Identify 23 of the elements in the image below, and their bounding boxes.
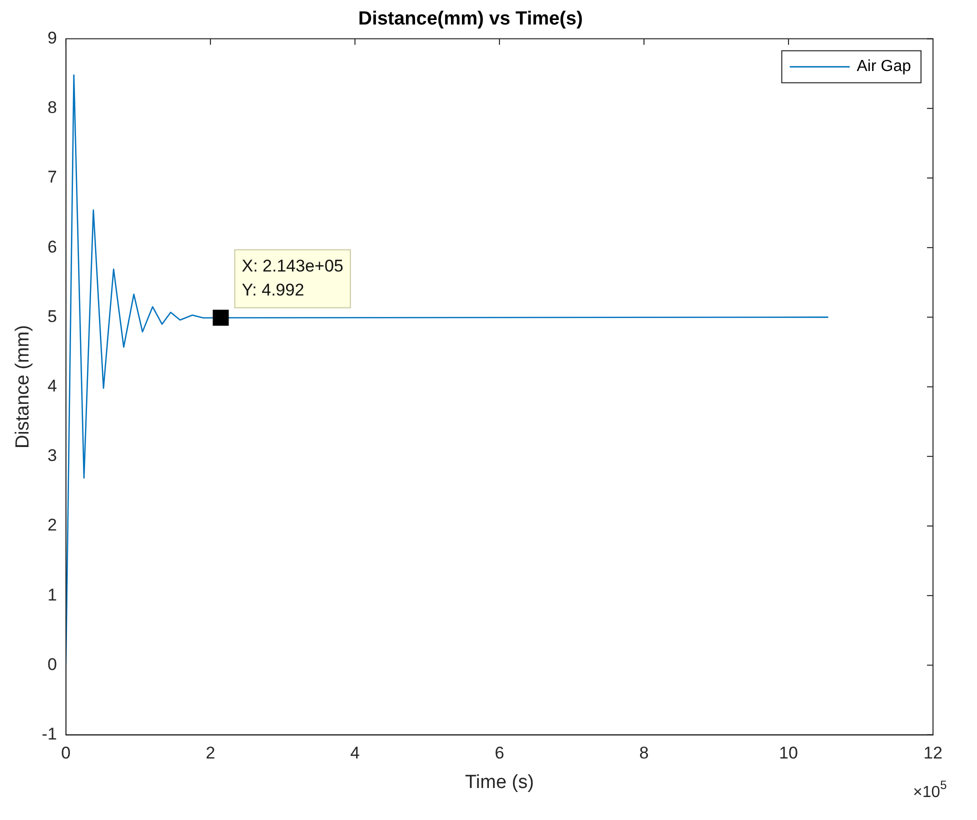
y-axis-title: Distance (mm) — [12, 325, 34, 449]
y-tick-label: 3 — [47, 446, 57, 466]
x-tick-label: 8 — [639, 744, 649, 763]
annotation: X: 2.143e+05 Y: 4.992 — [242, 256, 344, 300]
x-tick-label: 10 — [779, 744, 798, 763]
y-tick-label: 8 — [47, 98, 57, 118]
x-axis-title: Time (s) — [464, 772, 534, 793]
y-tick-label: -1 — [42, 724, 57, 744]
y-tick-label: 1 — [47, 585, 57, 604]
y-tick-label: 9 — [47, 28, 57, 48]
x-tick-label: 0 — [61, 744, 71, 763]
y-tick-label: 2 — [47, 516, 57, 535]
x-tick-label: 4 — [350, 744, 360, 763]
y-tick-label: 5 — [47, 306, 57, 326]
y-tick-label: 7 — [47, 168, 57, 187]
y-tick-label: 6 — [47, 237, 57, 256]
x-tick-label: 12 — [924, 744, 942, 763]
x-tick-label: 6 — [494, 744, 504, 763]
x-tick-label: 2 — [206, 744, 216, 763]
chart-title: Distance(mm) vs Time(s) — [358, 8, 583, 30]
legend-label: Air Gap — [856, 58, 912, 76]
y-tick-label: 4 — [47, 376, 57, 396]
y-tick-label: 0 — [47, 654, 57, 674]
